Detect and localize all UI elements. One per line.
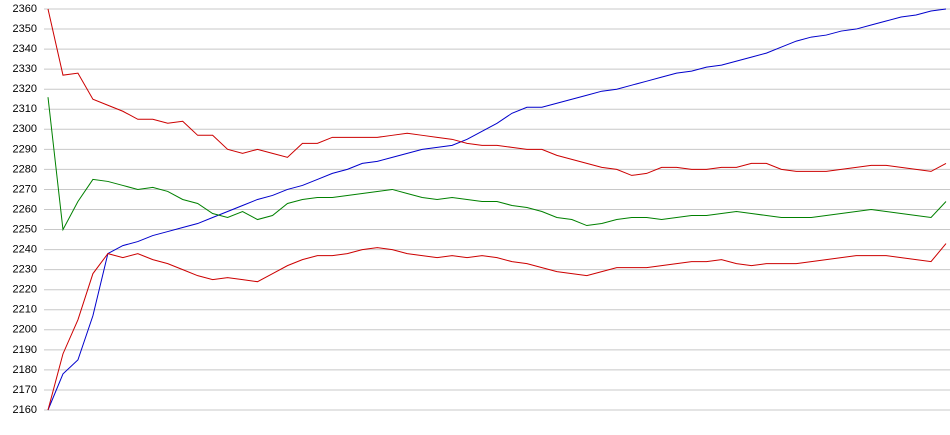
- y-tick-label: 2160: [13, 404, 37, 416]
- y-tick-label: 2210: [13, 304, 37, 316]
- series-line: [47, 97, 947, 232]
- y-tick-label: 2320: [13, 83, 37, 95]
- y-tick-label: 2220: [13, 284, 37, 296]
- y-tick-label: 2180: [13, 364, 37, 376]
- y-tick-label: 2330: [13, 63, 37, 75]
- y-tick-label: 2280: [13, 163, 37, 175]
- y-tick-label: 2250: [13, 223, 37, 235]
- series-line: [47, 8, 947, 411]
- y-tick-label: 2360: [13, 3, 37, 15]
- y-tick-label: 2350: [13, 23, 37, 35]
- y-tick-label: 2270: [13, 183, 37, 195]
- y-tick-label: 2170: [13, 384, 37, 396]
- y-tick-label: 2310: [13, 103, 37, 115]
- y-tick-label: 2230: [13, 264, 37, 276]
- series-line: [47, 243, 947, 411]
- y-tick-label: 2300: [13, 123, 37, 135]
- y-tick-label: 2200: [13, 324, 37, 336]
- y-tick-label: 2340: [13, 43, 37, 55]
- y-tick-label: 2190: [13, 344, 37, 356]
- y-tick-label: 2260: [13, 203, 37, 215]
- series-line: [47, 8, 947, 176]
- y-tick-label: 2290: [13, 143, 37, 155]
- y-tick-label: 2240: [13, 244, 37, 256]
